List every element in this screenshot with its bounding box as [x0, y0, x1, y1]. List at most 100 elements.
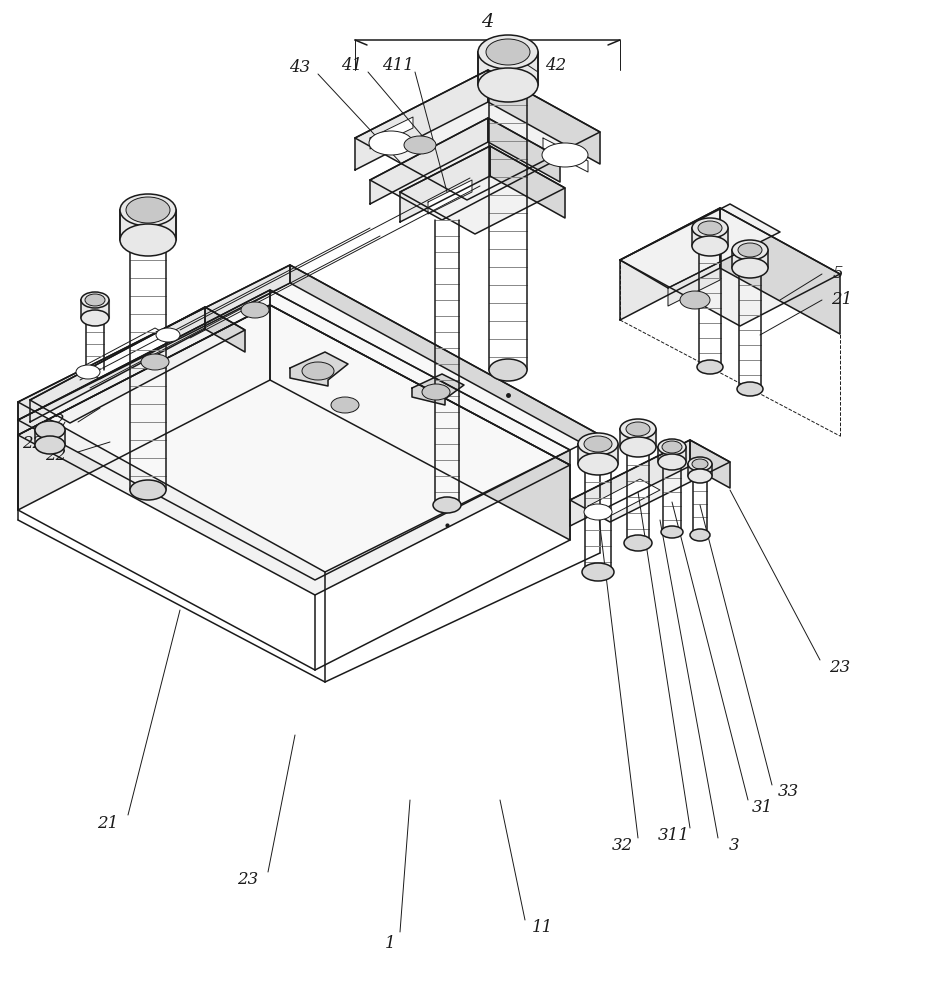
Polygon shape: [732, 250, 768, 268]
Ellipse shape: [737, 382, 763, 396]
Text: 22: 22: [45, 448, 67, 464]
Ellipse shape: [658, 454, 686, 470]
Polygon shape: [270, 305, 570, 540]
Polygon shape: [428, 180, 472, 214]
Text: 411: 411: [382, 57, 414, 75]
Ellipse shape: [478, 35, 538, 69]
Polygon shape: [270, 290, 570, 465]
Polygon shape: [355, 70, 488, 170]
Ellipse shape: [35, 436, 65, 454]
Ellipse shape: [76, 365, 100, 379]
Polygon shape: [400, 146, 565, 234]
Polygon shape: [570, 440, 690, 526]
Ellipse shape: [331, 397, 359, 413]
Text: 41: 41: [341, 57, 362, 75]
Polygon shape: [30, 307, 205, 422]
Text: 21: 21: [832, 292, 853, 308]
Ellipse shape: [302, 362, 334, 380]
Ellipse shape: [697, 360, 723, 374]
Ellipse shape: [620, 437, 656, 457]
Ellipse shape: [369, 131, 413, 155]
Ellipse shape: [626, 422, 650, 436]
Ellipse shape: [126, 197, 170, 223]
Polygon shape: [543, 138, 588, 172]
Polygon shape: [488, 118, 560, 182]
Polygon shape: [18, 305, 570, 595]
Ellipse shape: [141, 354, 169, 370]
Text: 3: 3: [729, 836, 740, 854]
Ellipse shape: [130, 480, 166, 500]
Ellipse shape: [680, 291, 710, 309]
Ellipse shape: [624, 535, 652, 551]
Polygon shape: [412, 374, 464, 405]
Ellipse shape: [35, 421, 65, 439]
Ellipse shape: [688, 469, 712, 483]
Ellipse shape: [542, 143, 588, 167]
Ellipse shape: [85, 294, 105, 306]
Polygon shape: [658, 447, 686, 462]
Ellipse shape: [489, 359, 527, 381]
Polygon shape: [490, 146, 565, 218]
Polygon shape: [488, 70, 600, 164]
Text: 33: 33: [778, 784, 799, 800]
Ellipse shape: [582, 563, 614, 581]
Text: 23: 23: [830, 660, 851, 676]
Polygon shape: [18, 265, 600, 572]
Polygon shape: [620, 208, 720, 320]
Ellipse shape: [433, 497, 461, 513]
Text: 5: 5: [832, 265, 844, 282]
Ellipse shape: [658, 439, 686, 455]
Ellipse shape: [738, 243, 762, 257]
Text: 43: 43: [289, 60, 311, 77]
Ellipse shape: [81, 292, 109, 308]
Polygon shape: [692, 228, 728, 246]
Ellipse shape: [690, 529, 710, 541]
Polygon shape: [588, 479, 660, 517]
Text: 32: 32: [612, 838, 632, 854]
Polygon shape: [81, 300, 109, 318]
Ellipse shape: [692, 218, 728, 238]
Polygon shape: [578, 444, 618, 464]
Text: 311: 311: [658, 828, 690, 844]
Polygon shape: [620, 429, 656, 447]
Ellipse shape: [120, 194, 176, 226]
Ellipse shape: [241, 302, 269, 318]
Ellipse shape: [661, 526, 683, 538]
Ellipse shape: [692, 459, 708, 469]
Text: 221: 221: [22, 436, 54, 452]
Polygon shape: [30, 307, 245, 423]
Text: 42: 42: [545, 57, 566, 75]
Ellipse shape: [698, 221, 722, 235]
Polygon shape: [18, 290, 270, 435]
Text: 23: 23: [237, 871, 259, 888]
Ellipse shape: [620, 419, 656, 439]
Ellipse shape: [584, 504, 612, 520]
Polygon shape: [620, 204, 780, 288]
Polygon shape: [720, 208, 840, 334]
Text: 21: 21: [97, 816, 119, 832]
Polygon shape: [688, 464, 712, 476]
Polygon shape: [400, 146, 490, 222]
Ellipse shape: [578, 453, 618, 475]
Polygon shape: [290, 265, 600, 453]
Text: 2: 2: [53, 414, 63, 430]
Text: 1: 1: [385, 936, 395, 952]
Polygon shape: [370, 118, 560, 220]
Polygon shape: [18, 290, 570, 580]
Ellipse shape: [578, 433, 618, 455]
Ellipse shape: [732, 258, 768, 278]
Polygon shape: [370, 118, 488, 204]
Polygon shape: [80, 328, 175, 379]
Polygon shape: [18, 305, 270, 510]
Ellipse shape: [688, 457, 712, 471]
Ellipse shape: [692, 236, 728, 256]
Ellipse shape: [584, 436, 612, 452]
Polygon shape: [668, 262, 720, 306]
Text: 31: 31: [752, 800, 772, 816]
Ellipse shape: [662, 441, 682, 453]
Text: 4: 4: [481, 13, 493, 31]
Text: 11: 11: [531, 920, 552, 936]
Polygon shape: [120, 210, 176, 240]
Polygon shape: [290, 352, 348, 386]
Polygon shape: [18, 265, 290, 420]
